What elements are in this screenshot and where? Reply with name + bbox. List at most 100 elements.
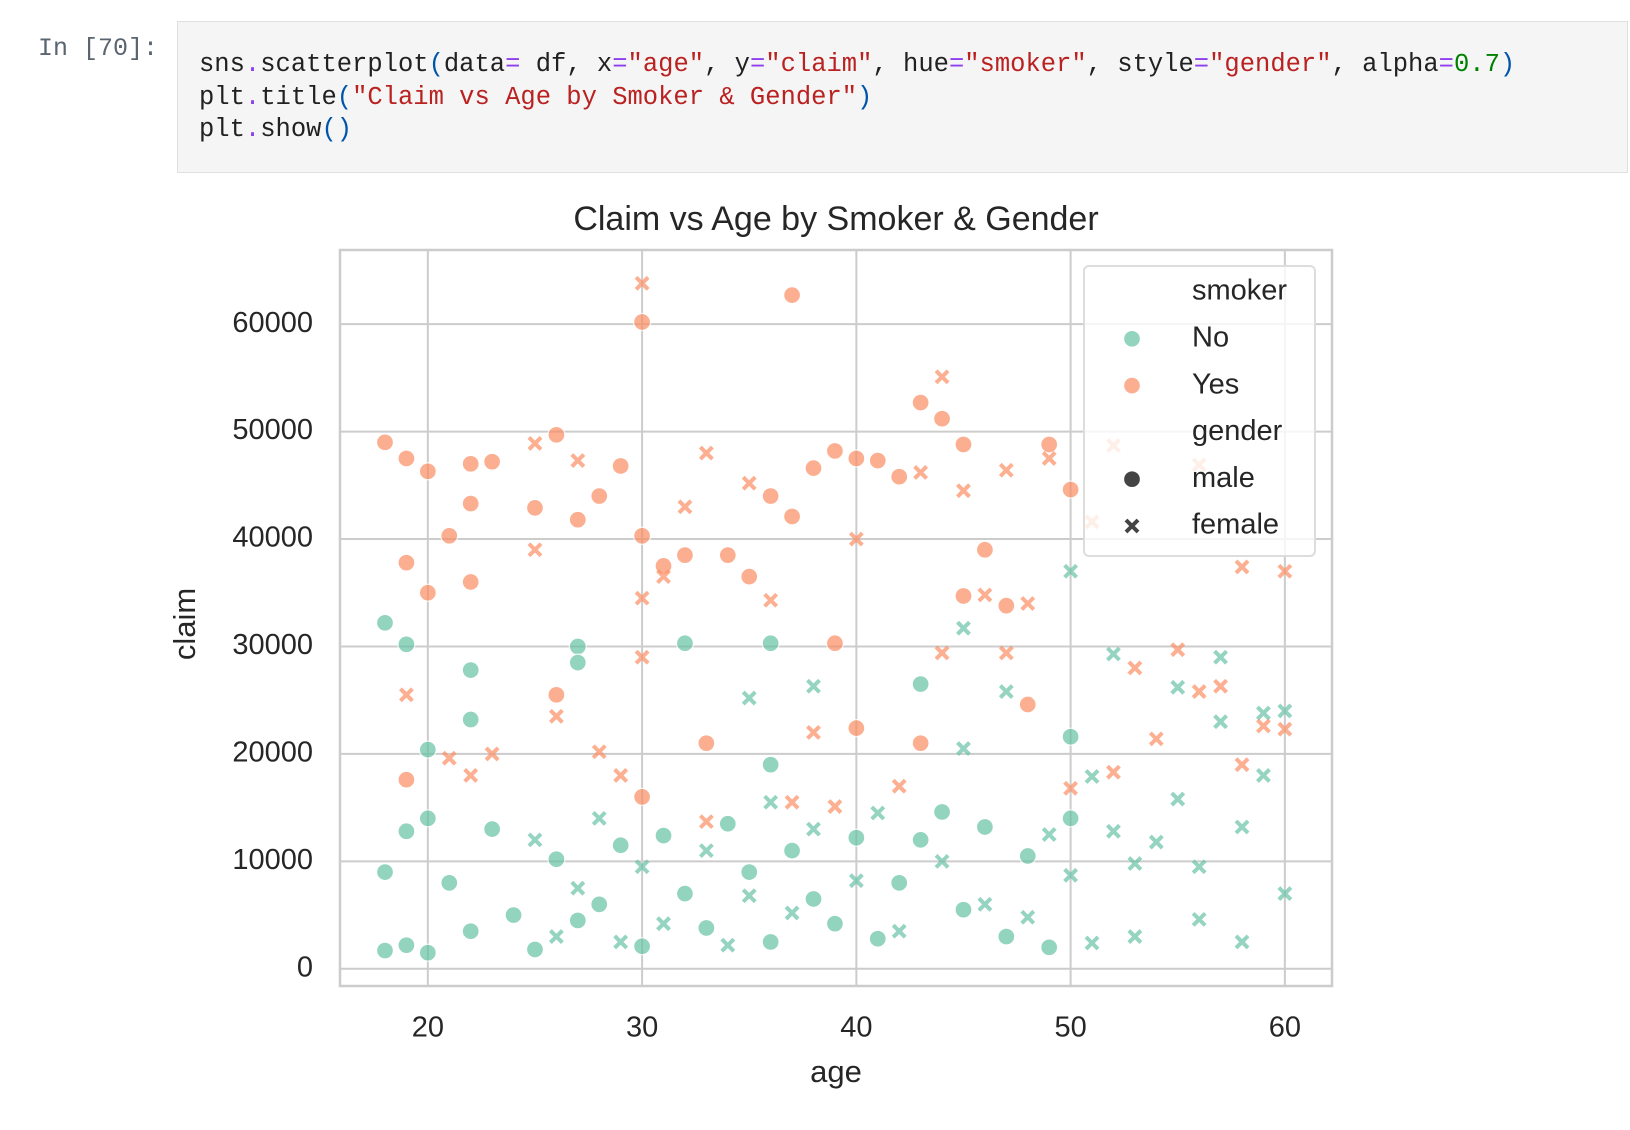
x-marker [806,725,821,740]
circle-marker [632,937,652,956]
circle-marker [825,634,845,653]
circle-marker [632,312,652,332]
x-marker [934,369,950,385]
x-tick-label: 40 [840,1012,872,1044]
x-marker [956,483,971,499]
legend-box [1083,265,1316,557]
x-marker [1148,731,1164,747]
circle-marker [911,734,930,753]
circle-marker [932,802,952,822]
circle-marker [611,836,630,855]
x-tick-label: 60 [1269,1012,1301,1044]
circle-marker [397,635,416,654]
circle-marker [482,819,502,839]
circle-marker [461,922,480,941]
x-marker [613,934,629,950]
x-marker [1256,767,1271,783]
x-marker [634,275,650,291]
code-token: ( [336,82,353,112]
circle-marker [418,462,437,481]
circle-marker [1122,470,1142,489]
x-marker [1170,642,1186,658]
circle-marker [847,449,866,468]
circle-marker [461,660,480,680]
code-token: . [244,82,261,112]
circle-marker [761,755,780,774]
circle-marker [461,710,480,729]
code-token: show [260,115,322,144]
code-line: sns.scatterplot(data= df, x="age", y="cl… [199,49,1515,82]
y-tick-label: 50000 [232,414,313,446]
x-marker [591,744,607,760]
circle-marker [1061,809,1080,828]
x-marker [763,794,779,810]
x-marker [741,475,757,491]
code-token: = [749,50,766,79]
circle-marker [697,918,716,938]
x-marker [527,542,543,558]
circle-marker [782,507,802,526]
x-tick-label: 50 [1054,1012,1086,1044]
legend-label: Yes [1192,368,1239,400]
circle-marker [1040,938,1059,957]
x-marker [998,684,1014,700]
code-token: "age" [627,50,705,79]
x-marker [1191,911,1207,927]
x-marker [741,888,757,904]
circle-marker [482,452,502,471]
circle-marker [1122,329,1142,348]
legend: smoker No Yes gender male female [1083,265,1316,557]
x-marker [784,905,800,921]
circle-marker [761,486,780,506]
x-marker [677,499,693,515]
circle-marker [782,841,802,860]
x-marker [399,687,414,703]
circle-marker [804,458,823,478]
x-marker [1041,827,1057,842]
circle-marker [590,895,609,914]
x-marker [656,916,671,932]
circle-marker [375,862,395,882]
y-tick-label: 10000 [232,844,313,876]
code-token: df, x [520,50,613,79]
x-marker [1148,834,1164,850]
circle-marker [1061,727,1080,746]
x-marker [806,821,821,837]
code-token: = [1438,50,1454,79]
x-marker [591,810,607,826]
circle-marker [761,634,780,653]
x-marker [634,649,650,665]
code-token: , style [1086,50,1194,79]
circle-marker [418,583,437,602]
code-token: ) [857,82,873,112]
circle-marker [375,433,395,452]
circle-marker [825,914,845,933]
circle-marker [740,862,759,882]
code-token: . [244,115,261,144]
x-marker [1020,909,1036,925]
circle-marker [568,911,587,930]
x-marker [891,923,907,939]
circle-marker [825,441,845,461]
code-cell[interactable]: sns.scatterplot(data= df, x="age", y="cl… [177,21,1628,173]
x-marker [1213,649,1229,665]
code-token: "smoker" [964,50,1087,79]
code-token: "gender" [1209,50,1332,79]
x-marker [656,569,671,585]
circle-marker [461,572,480,592]
x-marker [956,741,971,756]
code-token: ( [428,50,444,79]
code-line: plt.title("Claim vs Age by Smoker & Gend… [199,82,1515,115]
circle-marker [525,498,545,518]
x-marker [1234,934,1250,950]
circle-marker [911,830,930,850]
code-token: data [443,50,506,79]
circle-marker [782,285,802,305]
y-axis-label: claim [167,588,202,660]
x-marker [698,814,714,830]
code-token: "claim" [765,50,873,79]
legend-title: gender [1192,415,1283,447]
x-axis-label: age [810,1054,862,1089]
x-marker [956,620,971,636]
circle-marker [718,814,737,833]
